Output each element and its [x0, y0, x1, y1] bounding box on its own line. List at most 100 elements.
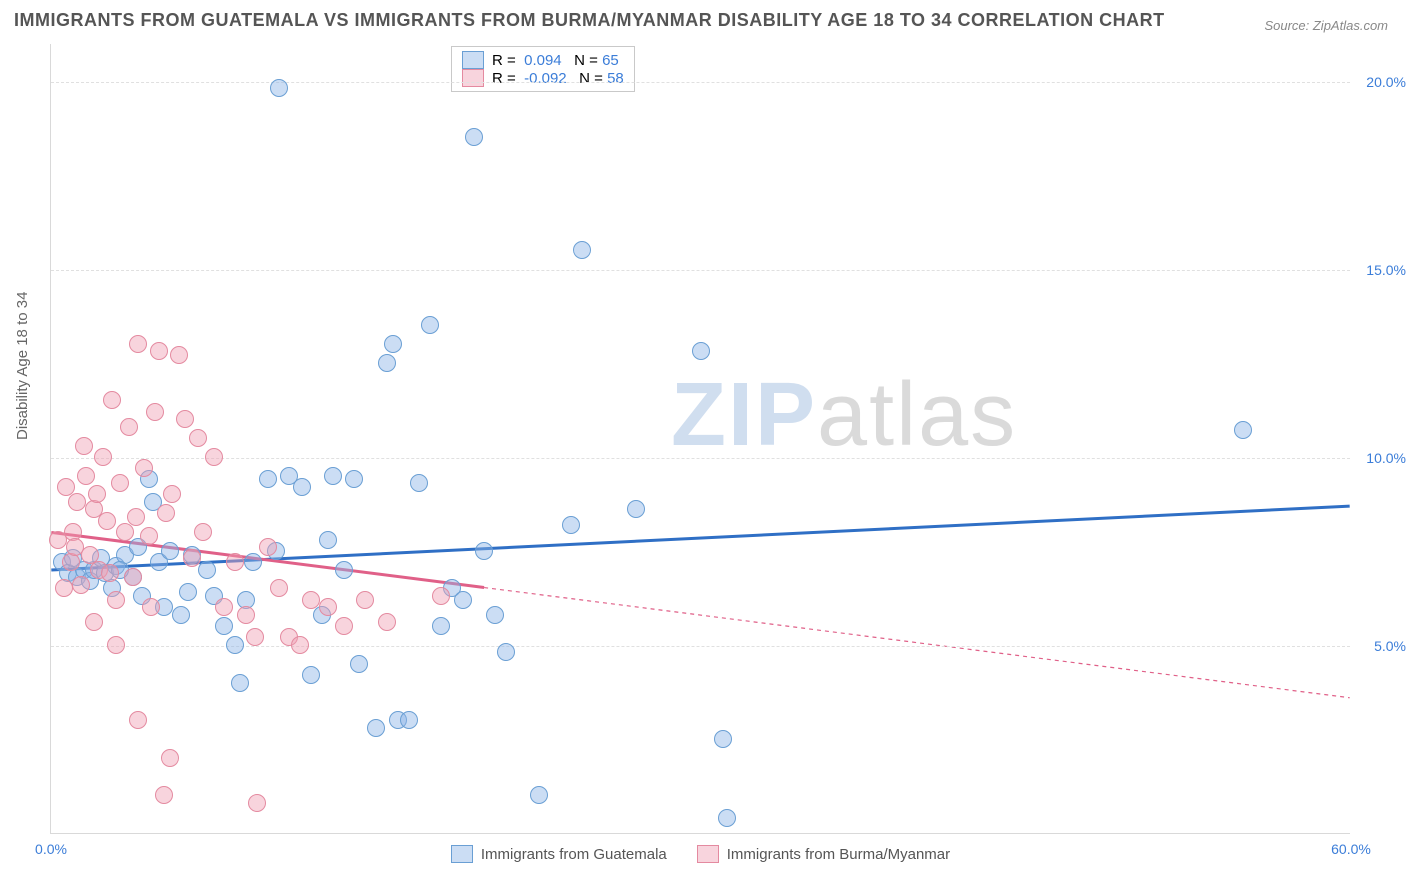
data-point	[378, 354, 396, 372]
data-point	[270, 79, 288, 97]
data-point	[270, 579, 288, 597]
data-point	[246, 628, 264, 646]
data-point	[384, 335, 402, 353]
legend-label-guatemala: Immigrants from Guatemala	[481, 846, 667, 863]
data-point	[120, 418, 138, 436]
data-point	[291, 636, 309, 654]
data-point	[231, 674, 249, 692]
data-point	[161, 749, 179, 767]
data-point	[107, 636, 125, 654]
data-point	[142, 598, 160, 616]
data-point	[259, 538, 277, 556]
data-point	[198, 561, 216, 579]
data-point	[179, 583, 197, 601]
watermark-atlas: atlas	[817, 365, 1017, 465]
data-point	[194, 523, 212, 541]
data-point	[189, 429, 207, 447]
data-point	[205, 448, 223, 466]
data-point	[66, 538, 84, 556]
data-point	[454, 591, 472, 609]
data-point	[486, 606, 504, 624]
data-point	[465, 128, 483, 146]
data-point	[88, 485, 106, 503]
data-point	[248, 794, 266, 812]
y-tick-label: 10.0%	[1356, 450, 1406, 466]
data-point	[103, 391, 121, 409]
data-point	[176, 410, 194, 428]
gridline	[51, 646, 1350, 647]
data-point	[183, 549, 201, 567]
data-point	[77, 467, 95, 485]
data-point	[367, 719, 385, 737]
data-point	[1234, 421, 1252, 439]
data-point	[215, 617, 233, 635]
data-point	[129, 711, 147, 729]
data-point	[129, 335, 147, 353]
data-point	[237, 606, 255, 624]
data-point	[432, 587, 450, 605]
data-point	[573, 241, 591, 259]
x-tick-label: 60.0%	[1331, 841, 1371, 857]
legend-stat-text: R = 0.094 N = 65	[492, 52, 619, 69]
gridline	[51, 458, 1350, 459]
data-point	[72, 576, 90, 594]
data-point	[75, 437, 93, 455]
data-point	[116, 523, 134, 541]
data-point	[324, 467, 342, 485]
data-point	[293, 478, 311, 496]
data-point	[302, 666, 320, 684]
y-axis-title: Disability Age 18 to 34	[14, 292, 31, 440]
gridline	[51, 270, 1350, 271]
data-point	[163, 485, 181, 503]
watermark: ZIPatlas	[671, 364, 1017, 467]
data-point	[302, 591, 320, 609]
data-point	[94, 448, 112, 466]
data-point	[124, 568, 142, 586]
data-point	[714, 730, 732, 748]
data-point	[135, 459, 153, 477]
legend-stat-row: R = 0.094 N = 65	[462, 51, 624, 69]
data-point	[150, 342, 168, 360]
data-point	[170, 346, 188, 364]
data-point	[421, 316, 439, 334]
data-point	[627, 500, 645, 518]
data-point	[161, 542, 179, 560]
data-point	[400, 711, 418, 729]
legend-label-burma: Immigrants from Burma/Myanmar	[727, 846, 950, 863]
scatter-chart: ZIPatlas R = 0.094 N = 65R = -0.092 N = …	[50, 44, 1350, 834]
data-point	[107, 591, 125, 609]
data-point	[146, 403, 164, 421]
data-point	[98, 512, 116, 530]
legend-item-guatemala: Immigrants from Guatemala	[451, 845, 667, 863]
data-point	[345, 470, 363, 488]
data-point	[172, 606, 190, 624]
legend-swatch-guatemala	[451, 845, 473, 863]
data-point	[335, 561, 353, 579]
legend-item-burma: Immigrants from Burma/Myanmar	[697, 845, 950, 863]
legend-swatch	[462, 69, 484, 87]
data-point	[157, 504, 175, 522]
chart-title: IMMIGRANTS FROM GUATEMALA VS IMMIGRANTS …	[14, 10, 1165, 31]
data-point	[530, 786, 548, 804]
series-legend: Immigrants from Guatemala Immigrants fro…	[51, 845, 1350, 863]
data-point	[378, 613, 396, 631]
y-tick-label: 5.0%	[1356, 638, 1406, 654]
data-point	[692, 342, 710, 360]
data-point	[497, 643, 515, 661]
data-point	[226, 636, 244, 654]
data-point	[319, 598, 337, 616]
y-tick-label: 20.0%	[1356, 74, 1406, 90]
data-point	[350, 655, 368, 673]
legend-stat-text: R = -0.092 N = 58	[492, 70, 624, 87]
x-tick-label: 0.0%	[35, 841, 67, 857]
data-point	[57, 478, 75, 496]
data-point	[244, 553, 262, 571]
data-point	[319, 531, 337, 549]
data-point	[432, 617, 450, 635]
data-point	[85, 613, 103, 631]
y-tick-label: 15.0%	[1356, 262, 1406, 278]
data-point	[335, 617, 353, 635]
data-point	[101, 564, 119, 582]
data-point	[55, 579, 73, 597]
data-point	[226, 553, 244, 571]
